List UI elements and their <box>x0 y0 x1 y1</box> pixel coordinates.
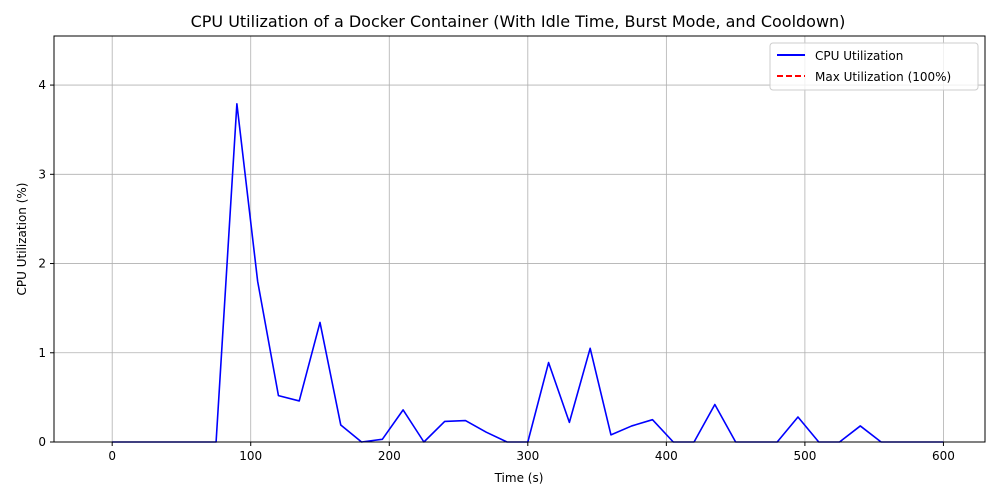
y-tick-label: 0 <box>38 435 46 449</box>
x-tick-label: 500 <box>793 449 816 463</box>
legend: CPU Utilization Max Utilization (100%) <box>769 42 979 91</box>
x-tick-label: 0 <box>108 449 116 463</box>
x-axis-label: Time (s) <box>494 471 544 485</box>
legend-box <box>769 42 979 91</box>
legend-label-cpu-utilization: CPU Utilization <box>815 49 903 63</box>
y-axis-label: CPU Utilization (%) <box>15 183 29 296</box>
y-tick-label: 3 <box>38 167 46 181</box>
legend-label-max-utilization: Max Utilization (100%) <box>815 70 951 84</box>
y-tick-label: 4 <box>38 78 46 92</box>
x-tick-label: 400 <box>655 449 678 463</box>
ticks: 0 100 200 300 400 500 600 0 1 2 3 4 <box>38 78 955 463</box>
x-tick-label: 200 <box>378 449 401 463</box>
y-tick-label: 2 <box>38 257 46 271</box>
plot-frame <box>53 35 986 443</box>
x-tick-label: 600 <box>932 449 955 463</box>
x-tick-label: 100 <box>239 449 262 463</box>
grid <box>54 36 985 443</box>
chart-title: CPU Utilization of a Docker Container (W… <box>191 12 846 31</box>
x-tick-label: 300 <box>516 449 539 463</box>
y-tick-label: 1 <box>38 346 46 360</box>
